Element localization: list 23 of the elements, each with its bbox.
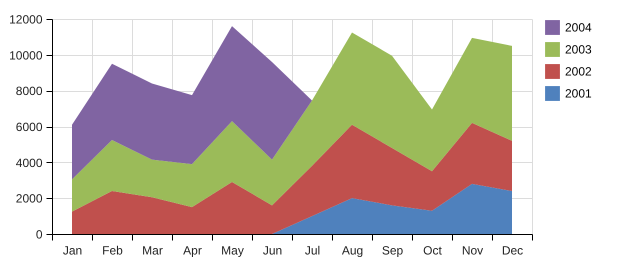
x-tick-label: Dec <box>502 244 524 258</box>
y-tick-label: 2000 <box>16 192 43 206</box>
y-tick-label: 12000 <box>9 12 43 26</box>
y-tick-label: 10000 <box>9 48 43 62</box>
legend-label: 2003 <box>565 42 592 56</box>
x-tick-label: Oct <box>423 244 442 258</box>
x-tick-label: Sep <box>382 244 404 258</box>
y-tick-label: 4000 <box>16 156 43 170</box>
x-tick-label: Nov <box>462 244 484 258</box>
legend-label: 2002 <box>565 64 592 78</box>
x-tick-label: Jul <box>304 244 320 258</box>
y-tick-label: 8000 <box>16 84 43 98</box>
x-tick-label: Mar <box>142 244 163 258</box>
legend-label: 2004 <box>565 20 592 34</box>
x-tick-label: Jan <box>62 244 82 258</box>
x-tick-label: Jun <box>262 244 282 258</box>
x-tick-label: Apr <box>183 244 202 258</box>
x-tick-label: May <box>221 244 244 258</box>
legend-label: 2001 <box>565 86 592 100</box>
y-tick-label: 6000 <box>16 120 43 134</box>
y-tick-label: 0 <box>36 228 43 242</box>
x-tick-label: Aug <box>342 244 364 258</box>
x-tick-label: Feb <box>102 244 124 258</box>
